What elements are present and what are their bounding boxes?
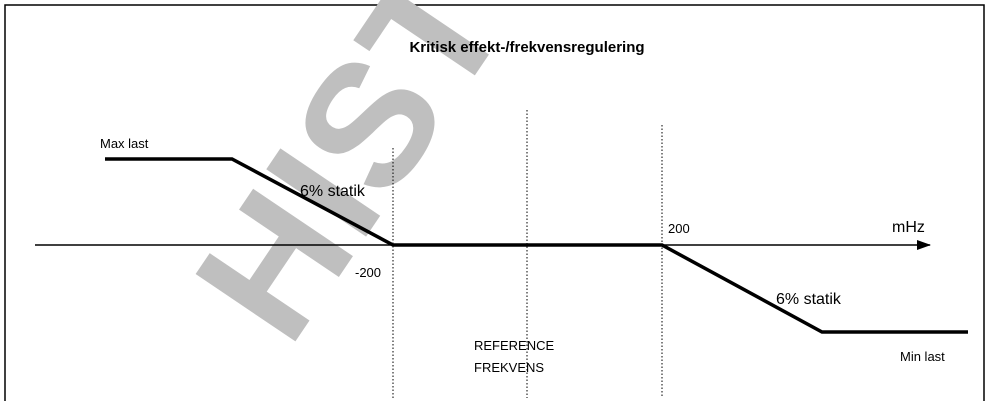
plus-200-label: 200 [668, 221, 690, 236]
minus-200-label: -200 [355, 265, 381, 280]
unit-label: mHz [892, 219, 925, 236]
reference-label: REFERENCE [474, 338, 555, 353]
min-load-label: Min last [900, 349, 945, 364]
droop-right-label: 6% statik [776, 291, 842, 308]
droop-left-label: 6% statik [300, 183, 366, 200]
frame [4, 4, 985, 401]
max-load-label: Max last [100, 136, 149, 151]
reference-label: FREKVENS [474, 360, 544, 375]
control-curve [105, 157, 968, 334]
title: Kritisk effekt-/frekvensregulering [409, 39, 644, 56]
